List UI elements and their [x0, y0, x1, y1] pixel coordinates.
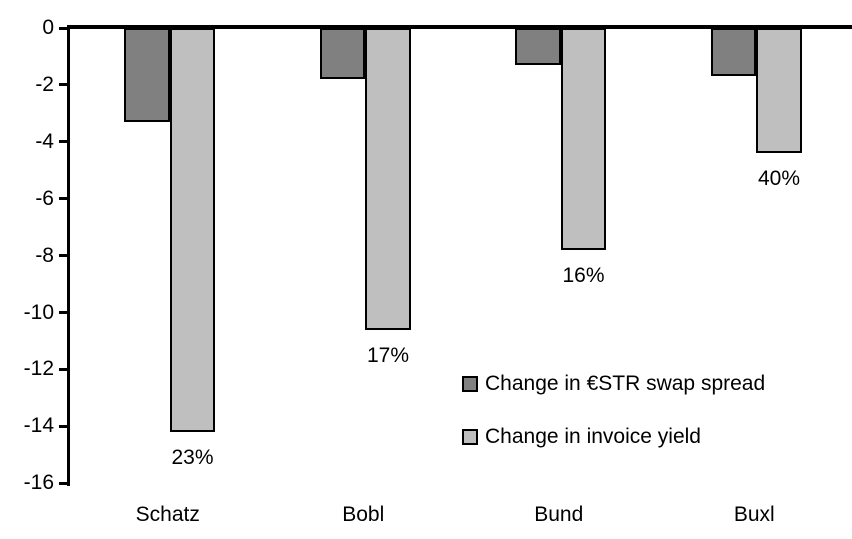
y-axis-tick: [59, 311, 69, 314]
bar-value-label: 17%: [366, 343, 410, 367]
x-category-label: Schatz: [135, 503, 200, 526]
y-axis-tick-label: -16: [23, 471, 54, 495]
y-axis-tick-label: -14: [23, 414, 54, 438]
invoice-yield-bar: [560, 28, 607, 250]
swap-spread-bar: [124, 28, 170, 122]
swap-spread-swatch-icon: [462, 376, 478, 392]
y-axis-tick: [59, 197, 69, 201]
y-axis-tick-label: 0: [42, 16, 54, 39]
bar-value-label: 16%: [562, 263, 605, 287]
y-axis-tick: [59, 424, 69, 428]
y-axis-tick-label: -6: [35, 186, 54, 210]
invoice-yield-bar: [169, 28, 216, 432]
y-axis-tick: [59, 367, 69, 371]
y-axis-tick: [59, 83, 69, 87]
y-axis-tick: [59, 140, 69, 144]
y-axis-tick: [59, 481, 69, 485]
legend-label-swap-spread: Change in €STR swap spread: [485, 372, 766, 395]
y-axis-line: [67, 25, 70, 487]
x-category-label: Buxl: [733, 503, 775, 526]
y-axis-tick: [59, 254, 69, 258]
x-category-label: Bund: [534, 503, 584, 526]
invoice-yield-bar: [756, 28, 802, 154]
bar-value-label: 23%: [171, 445, 214, 469]
swap-spread-bar: [319, 28, 366, 80]
legend-label-invoice-yield: Change in invoice yield: [485, 425, 701, 448]
x-category-label: Bobl: [342, 503, 385, 526]
y-axis-tick-label: -10: [23, 300, 54, 324]
legend-item-swap-spread: Change in €STR swap spread: [462, 372, 765, 396]
swap-spread-bar: [515, 28, 561, 65]
x-axis-zero-line: [67, 25, 852, 29]
swap-spread-bar: [710, 28, 757, 77]
y-axis-tick: [59, 26, 69, 30]
bar-value-label: 40%: [757, 167, 801, 191]
invoice-yield-bar: [365, 28, 411, 330]
invoice-yield-swatch-icon: [462, 429, 478, 445]
legend: Change in €STR swap spread Change in inv…: [462, 372, 765, 478]
y-axis-tick-label: -8: [35, 243, 54, 267]
legend-item-invoice-yield: Change in invoice yield: [462, 425, 765, 449]
y-axis-tick-label: -12: [23, 357, 54, 381]
y-axis-tick-label: -2: [35, 72, 54, 96]
y-axis-tick-label: -4: [35, 129, 54, 153]
